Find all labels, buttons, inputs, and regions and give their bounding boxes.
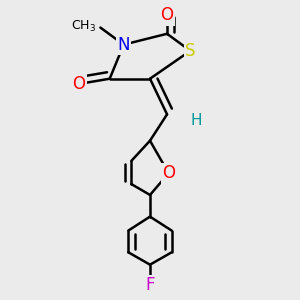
Text: O: O (162, 164, 175, 182)
Text: CH$_3$: CH$_3$ (70, 19, 96, 34)
Text: S: S (185, 42, 196, 60)
Text: H: H (191, 113, 202, 128)
Text: O: O (72, 75, 85, 93)
Text: F: F (145, 276, 155, 294)
Text: N: N (117, 36, 130, 54)
Text: O: O (160, 6, 173, 24)
